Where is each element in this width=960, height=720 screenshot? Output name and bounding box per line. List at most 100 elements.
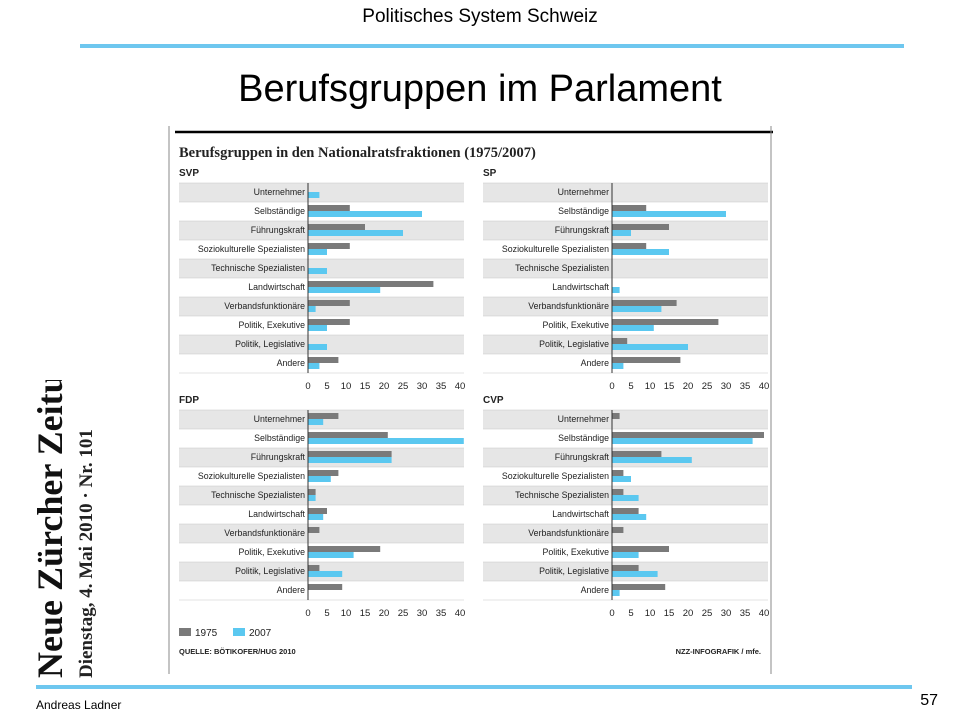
category-label: Selbständige	[558, 206, 609, 216]
tick-label: 20	[379, 608, 390, 619]
category-label: Andere	[277, 585, 305, 595]
category-label: Führungskraft	[555, 452, 610, 462]
legend-label-2007: 2007	[249, 628, 272, 639]
tick-label: 0	[609, 608, 614, 619]
panel-cvp: CVP Unternehmer Selbständige Führungskraft S…	[483, 395, 769, 619]
bar-1975-fdp	[308, 527, 320, 533]
category-label: Andere	[581, 358, 609, 368]
category-label: Politik, Exekutive	[239, 320, 306, 330]
category-label: Politik, Legislative	[235, 566, 305, 576]
tick-label: 25	[702, 381, 713, 392]
bar-1975-cvp	[612, 546, 669, 552]
bar-1975-cvp	[612, 489, 624, 495]
bar-1975-svp	[308, 205, 350, 211]
bar-1975-cvp	[612, 584, 666, 590]
legend-swatch-1975	[179, 628, 191, 636]
tick-label: 20	[683, 381, 694, 392]
bar-1975-fdp	[308, 451, 392, 457]
category-label: Landwirtschaft	[552, 282, 609, 292]
category-label: Unternehmer	[558, 414, 609, 424]
tick-label: 40	[455, 608, 466, 619]
top-divider	[80, 44, 904, 48]
bar-1975-svp	[308, 224, 365, 230]
row-band	[179, 524, 464, 543]
tick-label: 40	[759, 381, 770, 392]
tick-label: 10	[645, 608, 656, 619]
category-label: Verbandsfunktionäre	[224, 301, 305, 311]
bar-1975-svp	[308, 243, 350, 249]
row-band	[179, 297, 464, 316]
bar-1975-fdp	[308, 432, 388, 438]
category-label: Technische Spezialisten	[211, 490, 305, 500]
bar-1975-fdp	[308, 489, 316, 495]
bar-1975-cvp	[612, 470, 624, 476]
bar-1975-fdp	[308, 565, 320, 571]
tick-label: 30	[417, 608, 428, 619]
tick-label: 30	[417, 381, 428, 392]
tick-label: 0	[305, 381, 310, 392]
bar-1975-svp	[308, 281, 434, 287]
category-label: Landwirtschaft	[552, 509, 609, 519]
tick-label: 5	[324, 381, 329, 392]
tick-label: 5	[628, 608, 633, 619]
bar-1975-fdp	[308, 470, 339, 476]
category-label: Unternehmer	[254, 414, 305, 424]
bar-2007-sp	[612, 325, 654, 331]
bar-2007-fdp	[308, 571, 343, 577]
tick-label: 0	[609, 381, 614, 392]
bar-2007-fdp	[308, 457, 392, 463]
masthead-dateline: Dienstag, 4. Mai 2010 · Nr. 101	[76, 429, 96, 678]
bar-2007-cvp	[612, 514, 647, 520]
bar-1975-fdp	[308, 413, 339, 419]
category-label: Politik, Exekutive	[543, 320, 610, 330]
bar-2007-sp	[612, 230, 631, 236]
category-label: Soziokulturelle Spezialisten	[502, 471, 609, 481]
page-number: 57	[920, 692, 938, 709]
category-label: Politik, Legislative	[235, 339, 305, 349]
chart-credit: NZZ-INFOGRAFIK / mfe.	[676, 647, 761, 656]
bar-2007-svp	[308, 306, 316, 312]
chart-title: Berufsgruppen in den Nationalratsfraktio…	[179, 145, 536, 161]
tick-label: 15	[360, 608, 371, 619]
tick-label: 15	[664, 608, 675, 619]
row-band	[483, 410, 768, 429]
bar-2007-fdp	[308, 476, 331, 482]
tick-label: 20	[683, 608, 694, 619]
category-label: Führungskraft	[251, 225, 306, 235]
category-label: Selbständige	[254, 206, 305, 216]
tick-label: 20	[379, 381, 390, 392]
tick-label: 25	[398, 608, 409, 619]
bar-2007-sp	[612, 211, 726, 217]
tick-label: 10	[645, 381, 656, 392]
bar-1975-cvp	[612, 413, 620, 419]
panel-sp: SP Unternehmer Selbständige Führungskraft So…	[483, 168, 769, 392]
bar-2007-svp	[308, 325, 327, 331]
row-band	[483, 259, 768, 278]
category-label: Politik, Legislative	[539, 339, 609, 349]
panel-title-fdp: FDP	[179, 395, 199, 406]
category-label: Technische Spezialisten	[515, 263, 609, 273]
chart-legend: 1975 2007	[179, 628, 272, 639]
panel-title-sp: SP	[483, 168, 497, 179]
tick-label: 15	[360, 381, 371, 392]
category-label: Andere	[277, 358, 305, 368]
tick-label: 0	[305, 608, 310, 619]
bar-2007-sp	[612, 344, 688, 350]
bar-2007-cvp	[612, 476, 631, 482]
bar-1975-fdp	[308, 508, 327, 514]
bar-2007-svp	[308, 192, 320, 198]
bar-2007-fdp	[308, 419, 324, 425]
bar-2007-fdp	[308, 514, 324, 520]
bar-1975-sp	[612, 224, 669, 230]
bar-1975-cvp	[612, 451, 662, 457]
category-label: Andere	[581, 585, 609, 595]
bar-2007-svp	[308, 363, 320, 369]
bar-2007-fdp	[308, 495, 316, 501]
bar-2007-sp	[612, 306, 662, 312]
row-band	[179, 183, 464, 202]
bar-2007-svp	[308, 230, 403, 236]
legend-swatch-2007	[233, 628, 245, 636]
bar-1975-cvp	[612, 527, 624, 533]
bar-2007-sp	[612, 287, 620, 293]
bar-1975-cvp	[612, 432, 764, 438]
